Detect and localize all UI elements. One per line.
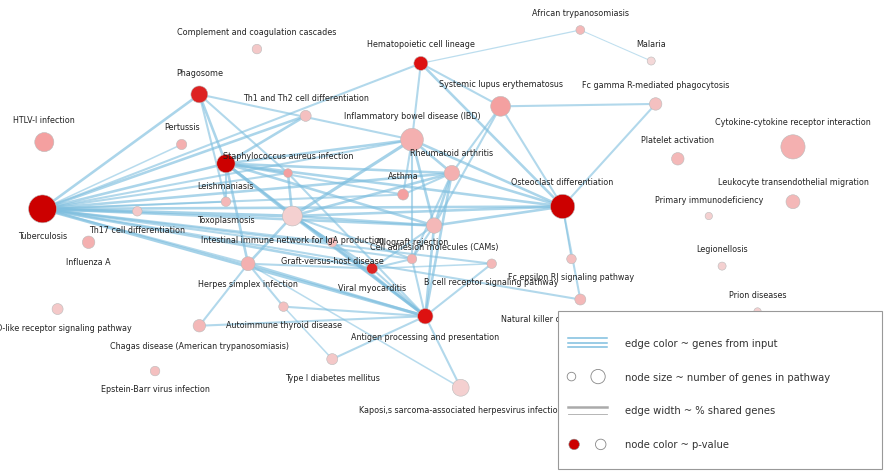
Text: Rheumatoid arthritis: Rheumatoid arthritis [410,149,494,158]
Ellipse shape [786,195,800,209]
Text: Primary immunodeficiency: Primary immunodeficiency [655,195,763,204]
Text: Allograft rejection: Allograft rejection [376,237,448,246]
Ellipse shape [82,237,95,249]
Ellipse shape [222,198,230,207]
Ellipse shape [414,57,428,71]
Ellipse shape [300,111,311,122]
Text: Intestinal immune network for IgA production: Intestinal immune network for IgA produc… [201,235,384,244]
Ellipse shape [279,302,288,312]
Text: Inflammatory bowel disease (IBD): Inflammatory bowel disease (IBD) [344,111,480,120]
Text: Malaria: Malaria [636,40,666,50]
Text: Th1 and Th2 cell differentiation: Th1 and Th2 cell differentiation [243,94,369,102]
Text: edge color ~ genes from input: edge color ~ genes from input [625,338,777,348]
Ellipse shape [133,207,142,217]
Text: Herpes simplex infection: Herpes simplex infection [198,280,298,288]
Text: Leukocyte transendothelial migration: Leukocyte transendothelial migration [718,178,868,187]
Ellipse shape [327,354,338,365]
Text: edge width ~ % shared genes: edge width ~ % shared genes [625,406,775,416]
Ellipse shape [591,370,605,384]
Ellipse shape [193,320,206,332]
Ellipse shape [754,308,761,316]
Text: Natural killer cell mediated cytotoxicity: Natural killer cell mediated cytotoxicit… [501,314,660,323]
Ellipse shape [52,304,63,315]
FancyBboxPatch shape [558,312,882,469]
Text: Graft-versus-host disease: Graft-versus-host disease [281,256,384,265]
Text: Prion diseases: Prion diseases [729,290,786,299]
Text: Complement and coagulation cascades: Complement and coagulation cascades [177,28,337,37]
Ellipse shape [426,218,442,234]
Text: node size ~ number of genes in pathway: node size ~ number of genes in pathway [625,372,830,382]
Ellipse shape [217,155,235,173]
Text: Cell adhesion molecules (CAMs): Cell adhesion molecules (CAMs) [369,242,499,251]
Ellipse shape [452,379,470,397]
Text: NOD-like receptor signaling pathway: NOD-like receptor signaling pathway [0,324,131,332]
Ellipse shape [595,439,606,450]
Ellipse shape [190,87,208,104]
Ellipse shape [151,367,159,376]
Text: B cell receptor signaling pathway: B cell receptor signaling pathway [424,278,559,287]
Text: Chemokine signaling pathway: Chemokine signaling pathway [560,379,680,388]
Text: Cytokine-cytokine receptor interaction: Cytokine-cytokine receptor interaction [715,118,871,127]
Ellipse shape [575,294,586,306]
Text: Fc gamma R-mediated phagocytosis: Fc gamma R-mediated phagocytosis [582,81,729,90]
Ellipse shape [28,196,57,223]
Text: Phagosome: Phagosome [175,69,223,78]
Ellipse shape [487,259,496,269]
Text: Toxoplasmosis: Toxoplasmosis [197,216,255,225]
Text: Epstein-Barr virus infection: Epstein-Barr virus infection [101,385,209,394]
Ellipse shape [400,129,424,152]
Text: Viral myocarditis: Viral myocarditis [338,283,406,292]
Ellipse shape [569,439,579,450]
Text: Autoimmune thyroid disease: Autoimmune thyroid disease [226,320,341,329]
Text: African trypanosomiasis: African trypanosomiasis [532,9,629,18]
Text: Antigen processing and presentation: Antigen processing and presentation [351,333,500,342]
Ellipse shape [647,58,656,66]
Text: node color ~ p-value: node color ~ p-value [625,439,728,449]
Text: Tuberculosis: Tuberculosis [18,232,67,241]
Ellipse shape [718,263,727,270]
Text: Osteoclast differentiation: Osteoclast differentiation [511,178,614,187]
Ellipse shape [550,195,575,219]
Ellipse shape [705,213,712,220]
Text: Staphylococcus aureus infection: Staphylococcus aureus infection [222,152,354,161]
Ellipse shape [408,255,416,264]
Ellipse shape [649,99,662,111]
Text: Th17 cell differentiation: Th17 cell differentiation [89,225,185,234]
Ellipse shape [283,207,302,227]
Ellipse shape [672,153,684,166]
Ellipse shape [241,257,255,271]
Ellipse shape [253,45,261,55]
Text: Influenza A: Influenza A [66,258,111,267]
Ellipse shape [567,373,576,381]
Ellipse shape [176,140,187,150]
Ellipse shape [491,97,510,117]
Ellipse shape [567,255,576,264]
Ellipse shape [417,309,433,324]
Text: Hematopoietic cell lineage: Hematopoietic cell lineage [367,40,475,49]
Text: Legionellosis: Legionellosis [696,245,748,254]
Ellipse shape [398,189,408,201]
Text: Platelet activation: Platelet activation [641,136,714,145]
Text: HTLV-I infection: HTLV-I infection [13,116,75,125]
Text: Pertussis: Pertussis [164,122,199,131]
Ellipse shape [367,263,377,275]
Ellipse shape [611,353,629,370]
Ellipse shape [35,133,54,152]
Text: Systemic lupus erythematosus: Systemic lupus erythematosus [439,79,563,89]
Text: Kaposi,s sarcoma-associated herpesvirus infection: Kaposi,s sarcoma-associated herpesvirus … [359,405,563,414]
Ellipse shape [444,166,460,181]
Text: Asthma: Asthma [388,172,418,181]
Ellipse shape [576,27,585,35]
Text: Leishmaniasis: Leishmaniasis [198,182,254,191]
Text: Type I diabetes mellitus: Type I diabetes mellitus [284,374,380,382]
Ellipse shape [284,169,292,178]
Ellipse shape [781,136,805,159]
Text: Chagas disease (American trypanosomiasis): Chagas disease (American trypanosomiasis… [110,341,289,350]
Text: Fc epsilon RI signaling pathway: Fc epsilon RI signaling pathway [509,273,634,282]
Ellipse shape [328,238,337,248]
